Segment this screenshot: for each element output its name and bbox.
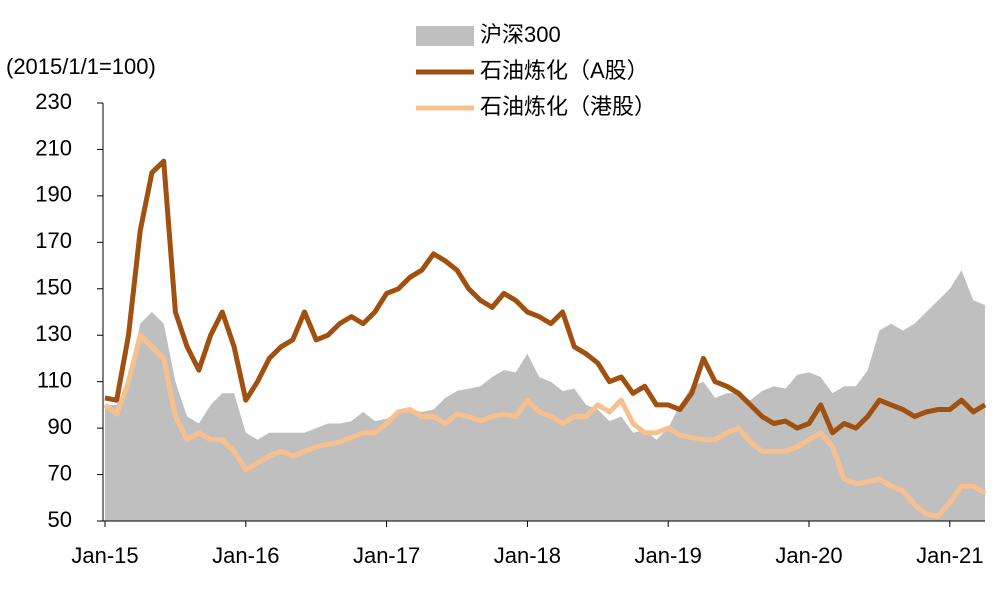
x-tick-label: Jan-16	[212, 543, 279, 568]
legend-swatch	[416, 26, 474, 46]
x-tick-label: Jan-17	[353, 543, 420, 568]
x-tick-label: Jan-18	[494, 543, 561, 568]
y-tick-label: 110	[37, 367, 72, 392]
legend-label: 石油炼化（港股）	[480, 94, 656, 119]
y-tick-label: 190	[35, 182, 72, 207]
y-tick-label: 230	[35, 89, 72, 114]
x-tick-label: Jan-21	[916, 543, 983, 568]
y-tick-label: 90	[48, 414, 72, 439]
legend-label: 石油炼化（A股）	[480, 58, 649, 83]
y-axis-label: (2015/1/1=100)	[6, 54, 156, 79]
y-tick-label: 50	[48, 507, 72, 532]
y-tick-label: 150	[35, 275, 72, 300]
x-tick-label: Jan-20	[775, 543, 842, 568]
y-tick-label: 170	[35, 228, 72, 253]
y-tick-label: 130	[35, 321, 72, 346]
line	[103, 332, 987, 519]
area	[105, 270, 985, 521]
x-tick-label: Jan-15	[71, 543, 138, 568]
y-tick-label: 210	[35, 135, 72, 160]
line	[104, 158, 987, 436]
y-tick-label: 70	[48, 460, 72, 485]
x-tick-label: Jan-19	[635, 543, 702, 568]
legend-label: 沪深300	[480, 22, 561, 47]
